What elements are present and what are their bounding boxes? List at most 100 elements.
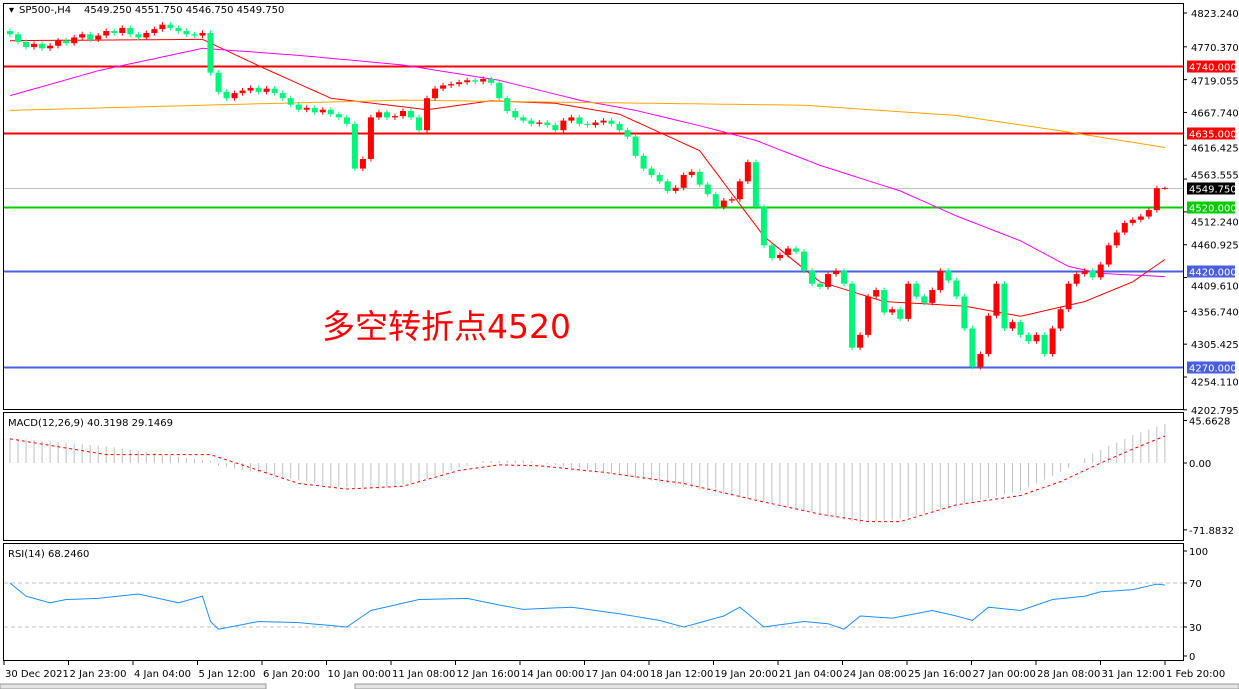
candle-up xyxy=(672,187,679,191)
candle-up xyxy=(600,120,607,123)
candle-up xyxy=(977,354,984,367)
price-tick-label: 4770.370 xyxy=(1191,43,1239,54)
time-tick-label: 10 Jan 00:00 xyxy=(328,669,391,680)
candle-up xyxy=(1009,322,1016,329)
rsi-tick-label: 30 xyxy=(1189,623,1202,634)
candle-down xyxy=(1041,334,1048,355)
candle-up xyxy=(784,248,791,255)
candle-up xyxy=(464,80,471,83)
candle-down xyxy=(648,168,655,175)
candle-up xyxy=(359,158,366,169)
candle-down xyxy=(191,34,198,36)
candle-down xyxy=(23,41,30,48)
candle-up xyxy=(1145,210,1152,217)
candle-up xyxy=(480,79,487,82)
candle-up xyxy=(424,98,431,131)
price-tick-label: 4719.055 xyxy=(1191,77,1239,88)
candle-down xyxy=(760,206,767,246)
candle-down xyxy=(135,34,142,38)
candle-up xyxy=(680,174,687,188)
time-tick-label: 2 Jan 23:00 xyxy=(70,669,127,680)
candle-down xyxy=(544,122,551,126)
annotation-text: 多空转折点4520 xyxy=(322,307,571,346)
candle-down xyxy=(849,283,856,348)
macd-frame xyxy=(3,412,1184,541)
time-tick-label: 12 Jan 16:00 xyxy=(457,669,520,680)
candle-down xyxy=(504,98,511,112)
current-price-label: 4549.750 xyxy=(1189,185,1237,196)
candle-up xyxy=(375,112,382,118)
macd-tick-label: 0.00 xyxy=(1189,459,1211,470)
moving-average-line xyxy=(9,47,1165,278)
candle-down xyxy=(287,98,294,105)
candle-up xyxy=(143,32,150,38)
candle-down xyxy=(7,31,13,35)
rsi-line xyxy=(9,582,1165,630)
candle-down xyxy=(817,283,824,287)
candle-down xyxy=(1017,322,1024,335)
horizontal-levels xyxy=(4,65,1183,369)
rsi-tick-label: 70 xyxy=(1189,579,1202,590)
price-tick-label: 4254.110 xyxy=(1191,378,1239,389)
candle-down xyxy=(351,123,358,169)
candle-down xyxy=(472,80,479,82)
candle-up xyxy=(776,254,783,259)
collapse-arrow-icon[interactable]: ▾ xyxy=(9,5,14,16)
moving-average-line xyxy=(9,99,1165,148)
candle-up xyxy=(929,290,936,303)
time-tick-label: 25 Jan 16:00 xyxy=(908,669,971,680)
candle-down xyxy=(640,155,647,169)
candle-up xyxy=(744,162,751,182)
candle-up xyxy=(239,90,246,94)
candle-up xyxy=(1137,216,1144,220)
time-axis: 30 Dec 2021 2 Jan 23:00 4 Jan 04:00 5 Jan 1… xyxy=(3,661,1225,680)
candle-up xyxy=(448,84,455,86)
candle-down xyxy=(1025,334,1032,342)
candle-down xyxy=(656,174,663,182)
bottom-tab[interactable] xyxy=(0,683,267,689)
rsi-tick-label: 0 xyxy=(1189,652,1195,663)
candle-up xyxy=(720,200,727,207)
bottom-tab[interactable] xyxy=(354,683,1239,689)
candle-up xyxy=(263,88,270,92)
candle-down xyxy=(520,117,527,121)
candle-up xyxy=(568,117,575,121)
level-labels: 4740.000 4635.000 4520.000 4420.000 4270.000… xyxy=(1187,60,1237,375)
level-label-bg xyxy=(1187,361,1235,374)
ohlc-readout: 4549.250 4551.750 4546.750 4549.750 xyxy=(84,5,284,16)
candle-up xyxy=(1121,222,1128,233)
candle-down xyxy=(167,24,174,28)
candle-down xyxy=(921,296,928,303)
macd-indicator: 45.6628 0.00 -71.8832 xyxy=(9,417,1234,537)
level-label-bg xyxy=(1187,60,1235,73)
candle-down xyxy=(528,120,535,124)
candle-up xyxy=(1153,188,1160,211)
candle-down xyxy=(624,130,631,137)
candle-up xyxy=(536,122,543,124)
candle-down xyxy=(39,43,46,49)
time-tick-label: 27 Jan 00:00 xyxy=(973,669,1036,680)
candle-down xyxy=(87,34,94,40)
rsi-title: RSI(14) 68.2460 xyxy=(8,549,89,560)
candle-up xyxy=(865,296,872,335)
candle-down xyxy=(63,40,70,44)
candle-down xyxy=(127,27,134,35)
candle-down xyxy=(897,309,904,319)
time-tick-label: 11 Jan 08:00 xyxy=(392,669,455,680)
time-tick-label: 5 Jan 12:00 xyxy=(199,669,256,680)
candle-up xyxy=(560,120,567,131)
candle-up xyxy=(95,35,102,40)
candle-up xyxy=(1057,309,1064,329)
candle-up xyxy=(391,116,398,118)
candle-down xyxy=(664,181,671,191)
candle-up xyxy=(103,31,110,36)
candle-down xyxy=(215,72,222,92)
candle-down xyxy=(841,270,848,284)
time-tick-label: 24 Jan 08:00 xyxy=(844,669,907,680)
price-tick-label: 4667.740 xyxy=(1191,108,1239,119)
candle-up xyxy=(937,270,944,291)
candle-down xyxy=(800,251,807,271)
macd-title: MACD(12,26,9) 40.3198 29.1469 xyxy=(8,418,173,429)
price-axis: 4823.240 4770.370 4719.055 4667.740 4616.425… xyxy=(1183,9,1239,417)
